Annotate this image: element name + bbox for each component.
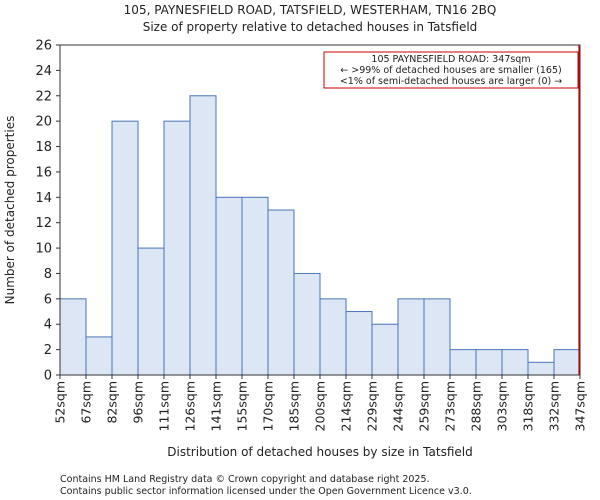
y-tick-label: 24 <box>35 64 52 79</box>
bar-214sqm <box>345 311 373 376</box>
annotation-line-1: 105 PAYNESFIELD ROAD: 347sqm <box>371 54 530 65</box>
footer-line-1: Contains HM Land Registry data © Crown c… <box>60 474 430 485</box>
x-tick-label: 244sqm <box>391 381 406 431</box>
x-tick-label: 347sqm <box>573 381 588 431</box>
y-tick-label: 0 <box>44 369 52 384</box>
x-tick-label: 273sqm <box>443 381 458 431</box>
y-axis-label: Number of detached properties <box>3 116 17 305</box>
x-tick-label: 111sqm <box>157 381 172 431</box>
bar-244sqm <box>397 298 425 376</box>
x-axis-ticks: 52sqm 67sqm 82sqm 96sqm 111sqm 126sqm 141sqm 15… <box>53 375 588 431</box>
x-tick-label: 214sqm <box>339 381 354 431</box>
y-tick-label: 22 <box>35 89 52 104</box>
y-tick-label: 2 <box>44 343 52 358</box>
annotation-line-3: <1% of semi-detached houses are larger (… <box>340 76 562 87</box>
x-tick-label: 303sqm <box>495 381 510 431</box>
bar-96sqm <box>137 247 165 376</box>
bar-185sqm <box>293 272 321 376</box>
bar-303sqm <box>501 349 529 376</box>
y-tick-label: 26 <box>35 39 52 54</box>
bar-332sqm <box>553 349 581 376</box>
x-tick-label: 200sqm <box>313 381 328 431</box>
chart-title: 105, PAYNESFIELD ROAD, TATSFIELD, WESTER… <box>124 3 497 17</box>
plot-frame <box>59 44 581 376</box>
y-tick-label: 16 <box>35 165 52 180</box>
y-tick-label: 18 <box>35 140 52 155</box>
y-tick-label: 4 <box>44 318 52 333</box>
x-tick-label: 52sqm <box>53 381 68 424</box>
bar-82sqm <box>111 120 139 376</box>
x-tick-label: 259sqm <box>417 381 432 431</box>
x-tick-label: 332sqm <box>547 381 562 431</box>
bar-155sqm <box>241 196 269 376</box>
bar-200sqm <box>319 298 347 376</box>
x-tick-label: 185sqm <box>287 381 302 431</box>
x-tick-label: 67sqm <box>79 381 94 424</box>
y-tick-label: 20 <box>35 115 52 130</box>
bar-318sqm <box>527 361 555 376</box>
y-tick-label: 12 <box>35 216 52 231</box>
x-tick-label: 318sqm <box>521 381 536 431</box>
x-tick-label: 141sqm <box>209 381 224 431</box>
bar-229sqm <box>371 323 399 376</box>
bar-141sqm <box>215 196 243 376</box>
bar-111sqm <box>163 120 191 376</box>
footer-line-2: Contains public sector information licen… <box>60 486 472 497</box>
bar-288sqm <box>475 349 503 376</box>
bar-170sqm <box>267 209 295 376</box>
annotation-box: 105 PAYNESFIELD ROAD: 347sqm ← >99% of d… <box>323 51 579 89</box>
y-tick-label: 8 <box>44 267 52 282</box>
x-tick-label: 229sqm <box>365 381 380 431</box>
y-tick-label: 14 <box>35 191 52 206</box>
y-tick-label: 6 <box>44 292 52 307</box>
annotation-frame <box>323 51 579 89</box>
bar-259sqm <box>423 298 451 376</box>
y-tick-label: 10 <box>35 242 52 257</box>
x-axis-label: Distribution of detached houses by size … <box>167 445 472 459</box>
bar-273sqm <box>449 349 477 376</box>
x-tick-label: 126sqm <box>183 381 198 431</box>
bar-126sqm <box>189 95 217 376</box>
x-tick-label: 288sqm <box>469 381 484 431</box>
bars <box>59 95 581 376</box>
chart-subtitle: Size of property relative to detached ho… <box>143 20 478 34</box>
x-tick-label: 96sqm <box>131 381 146 424</box>
x-tick-label: 155sqm <box>235 381 250 431</box>
bar-67sqm <box>85 336 113 376</box>
x-tick-label: 82sqm <box>105 381 120 424</box>
bar-52sqm <box>59 298 87 376</box>
x-tick-label: 170sqm <box>261 381 276 431</box>
annotation-line-2: ← >99% of detached houses are smaller (1… <box>340 65 561 76</box>
